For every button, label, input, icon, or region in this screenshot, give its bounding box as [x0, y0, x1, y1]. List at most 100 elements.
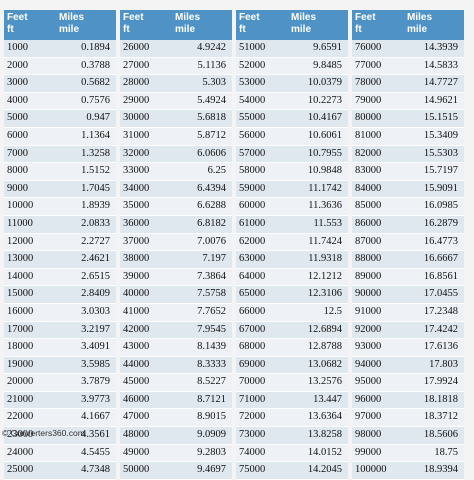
- feet-value: 77000: [352, 57, 404, 76]
- feet-value: 27000: [120, 57, 172, 76]
- feet-value: 91000: [352, 303, 404, 322]
- feet-value: 80000: [352, 109, 404, 128]
- feet-value: 18000: [4, 338, 56, 357]
- table-row: 42000 7.9545: [120, 321, 232, 340]
- feet-value: 63000: [236, 250, 288, 269]
- feet-value: 49000: [120, 444, 172, 463]
- table-row: 98000 18.5606: [352, 426, 464, 445]
- table-row: 59000 11.1742: [236, 180, 348, 199]
- feet-value: 2000: [4, 57, 56, 76]
- miles-value: 4.7348: [56, 461, 116, 480]
- feet-value: 69000: [236, 356, 288, 375]
- table-row: 89000 16.8561: [352, 268, 464, 287]
- miles-value: 6.25: [172, 162, 232, 181]
- miles-value: 4.5455: [56, 444, 116, 463]
- feet-value: 15000: [4, 285, 56, 304]
- feet-value: 66000: [236, 303, 288, 322]
- miles-value: 18.3712: [404, 408, 464, 428]
- feet-value: 93000: [352, 338, 404, 357]
- feet-value: 86000: [352, 215, 404, 234]
- miles-value: 15.1515: [404, 109, 464, 128]
- miles-value: 17.9924: [404, 373, 464, 392]
- table-row: 15000 2.8409: [4, 285, 116, 304]
- table-row: 77000 14.5833: [352, 57, 464, 76]
- conversion-table-4: Feet ft Miles mile 76000 14.3939 77000 14.5833 7…: [352, 10, 464, 480]
- feet-value: 36000: [120, 215, 172, 234]
- miles-value: 3.0303: [56, 303, 116, 322]
- miles-value: 7.9545: [172, 321, 232, 340]
- miles-value: 17.803: [404, 356, 464, 375]
- miles-value: 12.1212: [288, 268, 348, 287]
- feet-value: 55000: [236, 109, 288, 128]
- table-row: 61000 11.553: [236, 215, 348, 234]
- table-row: 27000 5.1136: [120, 57, 232, 76]
- table-row: 48000 9.0909: [120, 426, 232, 445]
- miles-value: 16.4773: [404, 233, 464, 252]
- table-row: 47000 8.9015: [120, 408, 232, 428]
- table-row: 41000 7.7652: [120, 303, 232, 322]
- feet-value: 84000: [352, 180, 404, 199]
- miles-value: 0.3788: [56, 57, 116, 76]
- feet-value: 61000: [236, 215, 288, 234]
- table-row: 39000 7.3864: [120, 268, 232, 287]
- table-row: 60000 11.3636: [236, 197, 348, 216]
- table-row: 22000 4.1667: [4, 408, 116, 428]
- table-row: 24000 4.5455: [4, 444, 116, 463]
- table-row: 43000 8.1439: [120, 338, 232, 357]
- miles-header-unit: mile: [59, 24, 80, 35]
- miles-value: 11.1742: [288, 180, 348, 199]
- miles-value: 5.303: [172, 74, 232, 93]
- miles-value: 7.5758: [172, 285, 232, 304]
- feet-value: 90000: [352, 285, 404, 304]
- table-row: 75000 14.2045: [236, 461, 348, 480]
- feet-value: 13000: [4, 250, 56, 269]
- table-row: 88000 16.6667: [352, 250, 464, 269]
- miles-value: 5.4924: [172, 92, 232, 111]
- miles-value: 16.8561: [404, 268, 464, 287]
- feet-value: 51000: [236, 40, 288, 58]
- header-row: Feet ft Miles mile: [4, 10, 116, 40]
- table-row: 95000 17.9924: [352, 373, 464, 392]
- table-row: 82000 15.5303: [352, 145, 464, 164]
- feet-value: 54000: [236, 92, 288, 111]
- feet-value: 98000: [352, 426, 404, 445]
- feet-value: 74000: [236, 444, 288, 463]
- table-row: 14000 2.6515: [4, 268, 116, 287]
- feet-value: 10000: [4, 197, 56, 216]
- miles-value: 18.5606: [404, 426, 464, 445]
- feet-value: 44000: [120, 356, 172, 375]
- miles-value: 10.2273: [288, 92, 348, 111]
- table-row: 4000 0.7576: [4, 92, 116, 111]
- feet-value: 32000: [120, 145, 172, 164]
- feet-value: 59000: [236, 180, 288, 199]
- table-row: 3000 0.5682: [4, 74, 116, 93]
- feet-value: 25000: [4, 461, 56, 480]
- table-row: 34000 6.4394: [120, 180, 232, 199]
- miles-header-unit: mile: [175, 24, 196, 35]
- table-row: 91000 17.2348: [352, 303, 464, 322]
- table-row: 49000 9.2803: [120, 444, 232, 463]
- feet-value: 89000: [352, 268, 404, 287]
- table-row: 93000 17.6136: [352, 338, 464, 357]
- feet-value: 79000: [352, 92, 404, 111]
- table-row: 7000 1.3258: [4, 145, 116, 164]
- miles-value: 1.5152: [56, 162, 116, 181]
- miles-value: 15.3409: [404, 127, 464, 146]
- table-row: 94000 17.803: [352, 356, 464, 375]
- feet-value: 30000: [120, 109, 172, 128]
- feet-value: 94000: [352, 356, 404, 375]
- miles-value: 17.4242: [404, 321, 464, 340]
- miles-value: 4.1667: [56, 408, 116, 428]
- feet-value: 82000: [352, 145, 404, 164]
- miles-value: 2.0833: [56, 215, 116, 234]
- miles-value: 6.0606: [172, 145, 232, 164]
- miles-column-header: Miles mile: [288, 10, 348, 40]
- miles-value: 16.6667: [404, 250, 464, 269]
- miles-header-unit: mile: [291, 24, 312, 35]
- miles-value: 1.1364: [56, 127, 116, 146]
- feet-value: 38000: [120, 250, 172, 269]
- miles-value: 10.0379: [288, 74, 348, 93]
- miles-value: 15.5303: [404, 145, 464, 164]
- miles-header-unit: mile: [407, 24, 428, 35]
- table-row: 46000 8.7121: [120, 391, 232, 410]
